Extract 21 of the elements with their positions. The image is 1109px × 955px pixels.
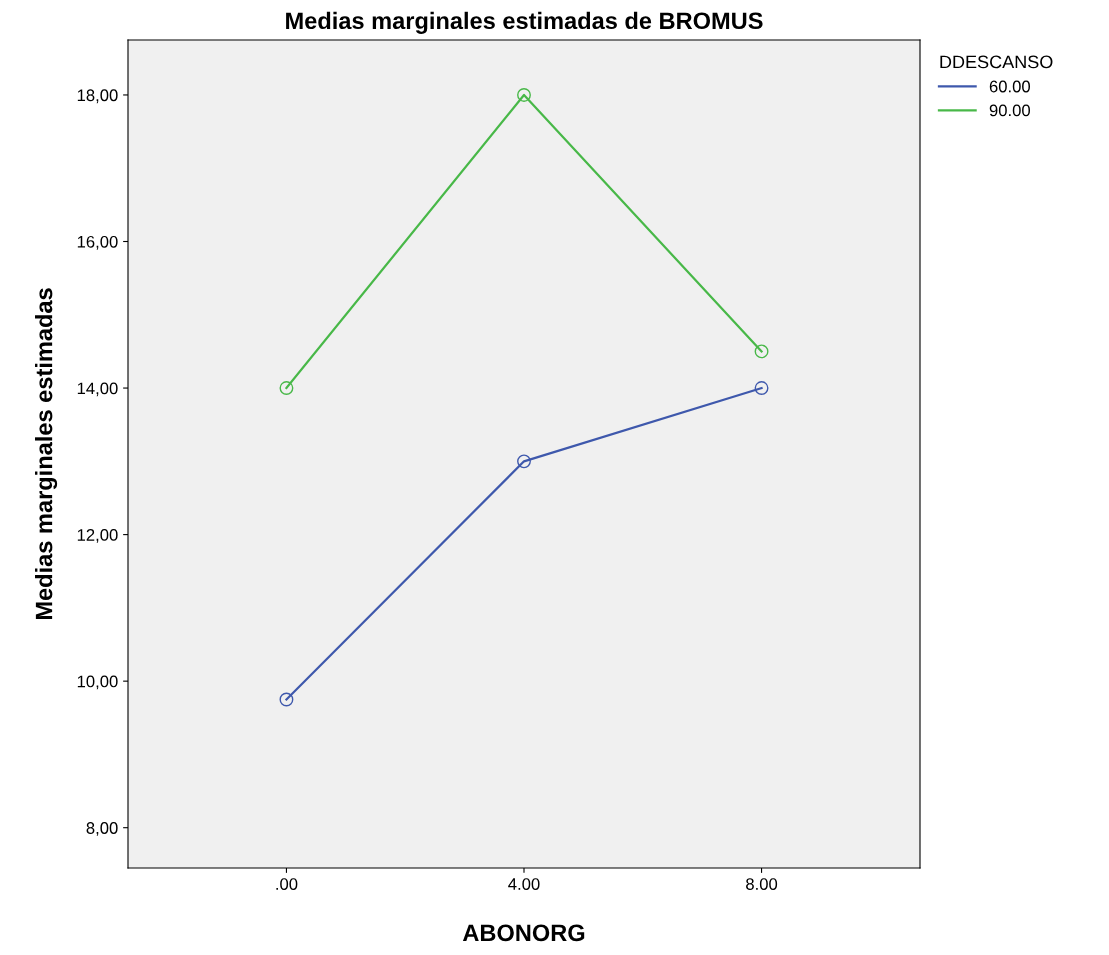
- y-tick-label: 14,00: [77, 382, 118, 397]
- x-tick-label: .00: [276, 878, 298, 890]
- legend-label: 60.00: [989, 80, 1031, 93]
- point: [517, 454, 531, 469]
- x-tick-label: 8.00: [746, 878, 778, 890]
- y-tick-label: 8,00: [86, 822, 118, 836]
- legend-title: DDESCANSO: [940, 55, 1053, 69]
- x-axis-title: ABONORG: [462, 924, 585, 942]
- point: [754, 344, 769, 359]
- point: [517, 88, 531, 102]
- point: [279, 381, 294, 395]
- y-tick-label: 12,00: [77, 529, 118, 543]
- y-tick-label: 16,00: [77, 235, 118, 250]
- point: [279, 692, 294, 707]
- x-tick-label: 4.00: [508, 878, 540, 890]
- chart-title: Medias marginales estimadas de BROMUS: [286, 11, 763, 34]
- y-tick-label: 18,00: [77, 89, 118, 104]
- y-axis-title: Medias marginales estimadas: [35, 288, 58, 620]
- y-tick-label: 10,00: [77, 675, 118, 690]
- legend-label: 90.00: [989, 104, 1031, 117]
- point: [754, 381, 769, 395]
